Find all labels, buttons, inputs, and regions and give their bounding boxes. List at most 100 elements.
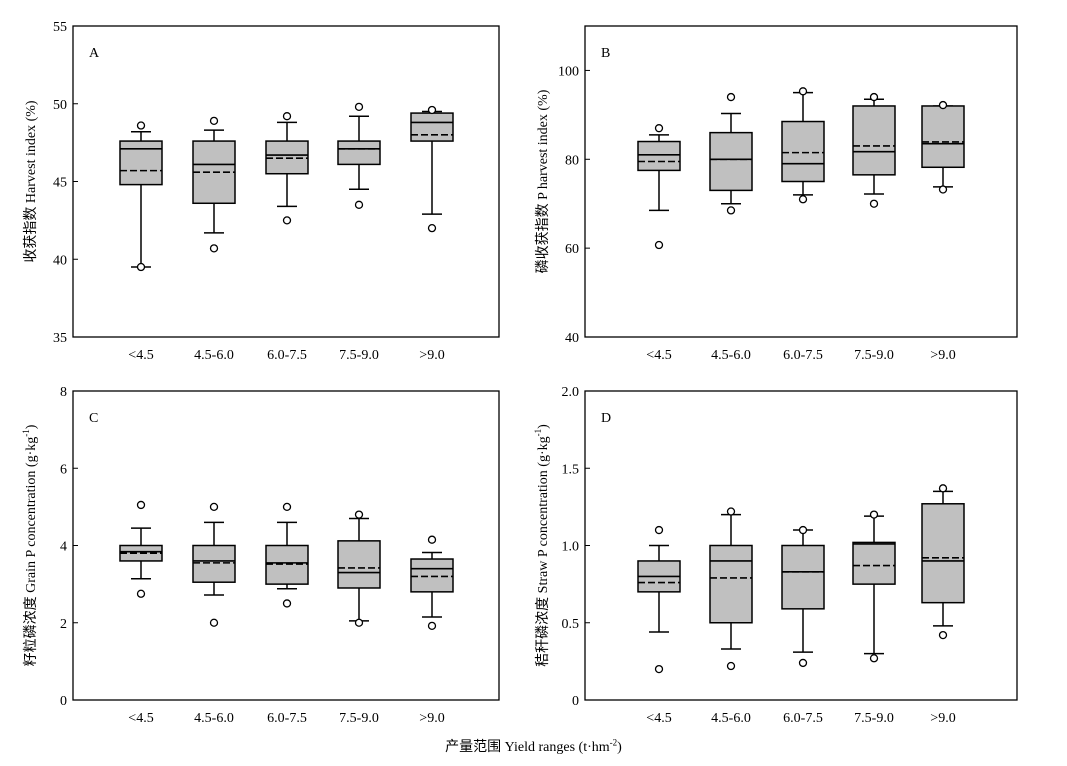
y-axis-title-text: 磷收获指数 P harvest index (%) [535, 89, 551, 273]
y-axis-title-text: 收获指数 Harvest index (%) [23, 100, 39, 262]
box-body [337, 140, 381, 166]
x-tick-label: 7.5-9.0 [854, 348, 894, 363]
x-tick-label: 6.0-7.5 [267, 348, 307, 363]
y-tick-label: 1.5 [562, 462, 580, 477]
outlier-point [726, 507, 736, 516]
panel-c: C 0 2 4 6 8 籽粒磷浓度 Grain P concentration (g·kg-… [21, 385, 500, 726]
box-2 [192, 116, 236, 253]
y-tick-label: 40 [53, 253, 67, 268]
outlier-point [282, 599, 292, 608]
plot-frame [584, 25, 1018, 338]
x-axis-title: 产量范围 Yield ranges (t·hm-2) [0, 736, 1067, 756]
box-4 [337, 102, 381, 209]
outlier-point [209, 502, 219, 512]
box-3 [781, 525, 825, 668]
y-tick-label: 50 [53, 98, 67, 113]
box-body [921, 503, 965, 604]
box-body [852, 105, 896, 176]
y-tick-label: 4 [60, 540, 67, 555]
outlier-point [938, 185, 948, 194]
outlier-point [209, 618, 219, 627]
y-tick-label: 0 [60, 694, 67, 709]
box-body [921, 105, 965, 169]
y-axis-title-text: 秸秆磷浓度 Straw P concentration (g·kg [535, 436, 551, 666]
y-tick-label: 45 [53, 176, 67, 191]
y-tick-label: 2.0 [562, 385, 580, 400]
outlier-point [869, 199, 879, 208]
panel-d: D 0 0.5 1.0 1.5 2.0 秸秆磷浓度 Straw P concentratio… [533, 385, 1018, 726]
x-tick-label: >9.0 [930, 348, 955, 363]
y-axis-title-sup: -1 [21, 429, 31, 437]
x-tick-label: <4.5 [646, 348, 671, 363]
outlier-point [427, 535, 437, 544]
outlier-point [136, 500, 146, 510]
outlier-point [798, 658, 808, 668]
box-3 [265, 502, 309, 608]
outlier-point [282, 112, 292, 121]
box-1 [637, 124, 681, 250]
x-tick-label: >9.0 [419, 711, 444, 726]
x-tick-label: >9.0 [930, 711, 955, 726]
y-axis-title: 秸秆磷浓度 Straw P concentration (g·kg-1) [533, 424, 551, 667]
box-2 [709, 507, 753, 671]
x-tick-label: <4.5 [646, 711, 671, 726]
box-body [709, 544, 753, 624]
box-5 [921, 100, 965, 194]
box-body [192, 544, 236, 583]
panel-label: D [601, 411, 611, 426]
outlier-point [654, 240, 664, 250]
outlier-point [136, 262, 146, 272]
box-4 [852, 510, 896, 663]
box-body [637, 140, 681, 172]
outlier-point [354, 200, 364, 209]
x-tick-label: 4.5-6.0 [194, 348, 234, 363]
box-2 [709, 92, 753, 215]
outlier-point [354, 510, 364, 519]
y-axis-title: 收获指数 Harvest index (%) [23, 100, 39, 262]
outlier-point [938, 630, 948, 640]
x-tick-label: 7.5-9.0 [339, 711, 379, 726]
y-tick-label: 0 [572, 694, 579, 709]
x-tick-label: 7.5-9.0 [854, 711, 894, 726]
y-tick-label: 35 [53, 331, 67, 346]
x-tick-label: <4.5 [128, 348, 153, 363]
box-5 [410, 535, 454, 630]
box-5 [410, 105, 454, 233]
y-axis-title: 籽粒磷浓度 Grain P concentration (g·kg-1) [21, 424, 39, 666]
panel-label: A [89, 46, 100, 61]
box-body [781, 544, 825, 610]
panel-label: C [89, 411, 98, 426]
x-tick-label: >9.0 [419, 348, 444, 363]
outlier-point [427, 621, 437, 630]
box-4 [852, 92, 896, 208]
box-body [410, 112, 454, 142]
outlier-point [282, 216, 292, 225]
outlier-point [654, 664, 664, 674]
y-tick-label: 100 [558, 64, 579, 79]
x-axis-title-sup: -2 [609, 737, 618, 748]
outlier-point [726, 661, 736, 671]
x-tick-label: 4.5-6.0 [194, 711, 234, 726]
panel-a: A 35 40 45 50 55 收获指数 Harvest index (%) <4.5 4.5… [23, 20, 500, 363]
y-tick-label: 80 [565, 153, 579, 168]
outlier-point [209, 116, 219, 126]
panel-label: B [601, 46, 610, 61]
y-axis-title-close: ) [24, 424, 39, 429]
outlier-point [427, 223, 437, 233]
box-4 [337, 510, 381, 627]
box-body [410, 558, 454, 593]
box-body [781, 120, 825, 183]
panel-b: B 40 60 80 100 磷收获指数 P harvest index (%) <4.5 4… [535, 25, 1018, 363]
box-1 [637, 525, 681, 674]
box-3 [265, 112, 309, 225]
y-axis-title-close: ) [536, 424, 551, 429]
outlier-point [654, 525, 664, 535]
box-body [852, 541, 896, 585]
y-axis-title-sup: -1 [533, 429, 543, 437]
box-body [337, 540, 381, 589]
x-tick-label: 4.5-6.0 [711, 711, 751, 726]
outlier-point [354, 618, 364, 627]
x-tick-label: 6.0-7.5 [783, 711, 823, 726]
outlier-point [726, 206, 736, 215]
